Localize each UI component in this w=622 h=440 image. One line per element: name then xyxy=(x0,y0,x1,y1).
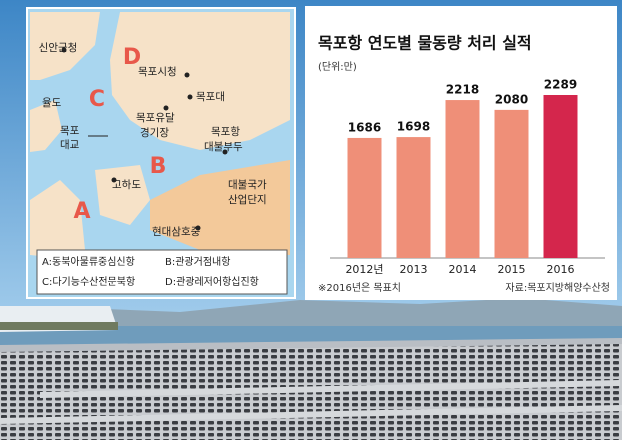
chart-title: 목포항 연도별 물동량 처리 실적 xyxy=(318,34,532,53)
place: 현대삼호중 xyxy=(152,226,201,238)
value-label: 2218 xyxy=(446,83,479,97)
place: 대불부두 xyxy=(204,141,243,153)
source: 자료:목포지방해양수산청 xyxy=(505,281,610,294)
place: 목포시청 xyxy=(138,66,177,78)
bar xyxy=(347,137,382,258)
x-tick-label: 2012년 xyxy=(345,263,383,276)
map-panel: 신안군청 목포시청 목포대 율도 목포유달 경기장 목포 대교 목포항 대불부두… xyxy=(26,7,296,299)
place: 목포유달 xyxy=(136,112,175,124)
value-label: 1698 xyxy=(397,120,430,134)
zone-letter: D xyxy=(123,45,141,70)
zone-letter: C xyxy=(89,87,105,112)
bar xyxy=(543,95,578,258)
place: 산업단지 xyxy=(228,193,267,206)
chart-subtitle: (단위:만) xyxy=(318,60,357,73)
chart-panel: 목포항 연도별 물동량 처리 실적 (단위:만) ※2016년은 목표치 자료:… xyxy=(305,6,617,300)
place: 대불국가 xyxy=(228,179,267,191)
place: 신안군청 xyxy=(39,42,78,54)
place: 고하도 xyxy=(112,178,141,191)
place: 목포항 xyxy=(211,126,240,138)
value-label: 1686 xyxy=(348,120,381,134)
note: ※2016년은 목표치 xyxy=(318,282,401,294)
bar xyxy=(396,137,431,258)
legend-item: C:다기능수산전문북항 xyxy=(42,276,135,288)
x-tick-label: 2016 xyxy=(547,263,575,276)
place: 목포대 xyxy=(196,91,225,103)
legend-item: D:관광레저어항십진항 xyxy=(165,276,259,288)
x-tick-label: 2014 xyxy=(449,263,477,276)
legend-item: A:동북아물류중심신항 xyxy=(42,256,135,268)
place: 율도 xyxy=(42,97,62,109)
place: 목포 xyxy=(60,125,80,137)
x-tick-label: 2013 xyxy=(400,263,428,276)
legend-item: B:관광거점내항 xyxy=(165,256,230,268)
bar xyxy=(445,100,480,259)
x-tick-label: 2015 xyxy=(498,263,526,276)
place: 대교 xyxy=(60,139,80,151)
value-label: 2080 xyxy=(495,92,528,106)
zone-letter: A xyxy=(73,199,90,224)
zone-letter: B xyxy=(150,154,167,179)
place: 경기장 xyxy=(140,126,169,139)
value-label: 2289 xyxy=(544,78,577,92)
bar xyxy=(494,109,529,258)
